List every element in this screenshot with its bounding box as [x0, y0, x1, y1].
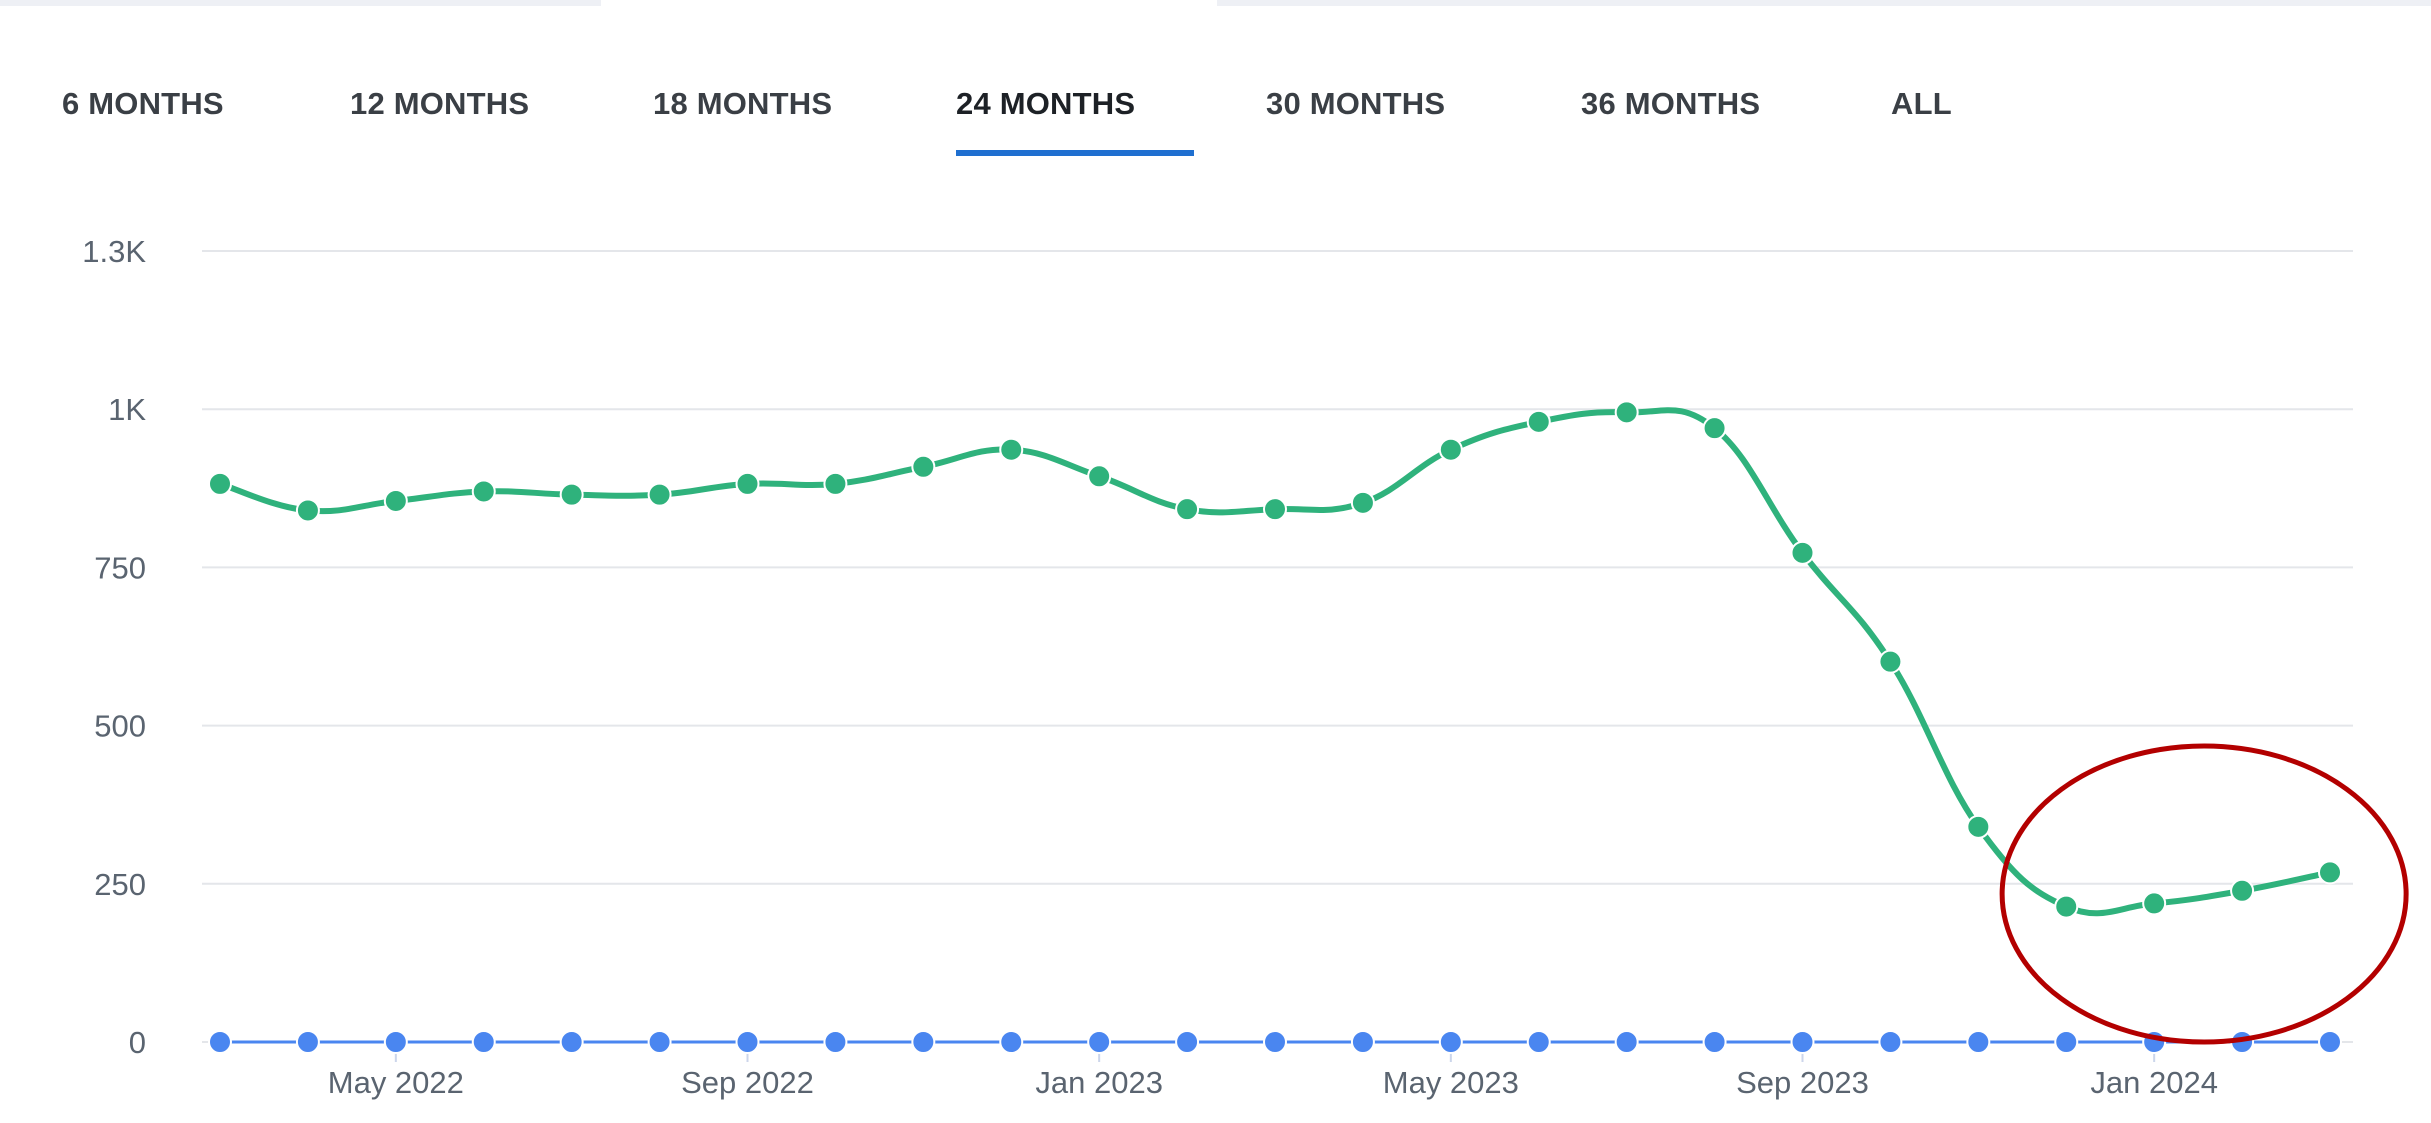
- data-point: [911, 1030, 936, 1054]
- data-point: [2318, 860, 2342, 885]
- x-tick-label: Sep 2022: [681, 1065, 814, 1100]
- data-point: [1438, 1030, 1463, 1054]
- data-point: [1350, 490, 1375, 515]
- data-point: [1878, 1030, 1903, 1054]
- data-point: [999, 437, 1024, 462]
- tab-12-months[interactable]: 12 MONTHS: [350, 86, 530, 121]
- data-point: [2318, 1030, 2342, 1054]
- data-point: [1526, 409, 1551, 434]
- data-point: [1790, 540, 1815, 565]
- y-tick-label: 1K: [108, 392, 146, 427]
- data-point: [2142, 891, 2167, 916]
- data-point: [911, 454, 936, 479]
- series-green: [208, 400, 2342, 919]
- data-point: [2230, 878, 2255, 903]
- tab-24-months[interactable]: 24 MONTHS: [956, 86, 1136, 121]
- data-point: [208, 471, 232, 496]
- data-point: [2054, 1030, 2079, 1054]
- y-tick-label: 750: [94, 550, 146, 585]
- active-tab-indicator: [956, 150, 1194, 156]
- tab-all[interactable]: ALL: [1891, 86, 1952, 121]
- data-point: [1966, 814, 1991, 839]
- data-point: [1087, 1030, 1112, 1054]
- series-blue: [208, 1030, 2342, 1054]
- data-point: [1966, 1030, 1991, 1054]
- data-point: [1614, 400, 1639, 425]
- data-point: [1175, 1030, 1200, 1054]
- data-point: [471, 479, 496, 504]
- data-point: [295, 498, 320, 523]
- data-point: [1263, 497, 1287, 522]
- top-band-left: [0, 0, 601, 6]
- data-point: [2054, 894, 2079, 919]
- data-point: [1526, 1030, 1551, 1054]
- data-point: [823, 1030, 848, 1054]
- data-point: [1350, 1030, 1375, 1054]
- tab-6-months[interactable]: 6 MONTHS: [62, 86, 224, 121]
- data-point: [559, 1030, 584, 1054]
- data-point: [1263, 1030, 1287, 1054]
- data-point: [1790, 1030, 1815, 1054]
- tab-36-months[interactable]: 36 MONTHS: [1581, 86, 1761, 121]
- y-tick-label: 1.3K: [82, 234, 146, 269]
- data-point: [999, 1030, 1024, 1054]
- x-tick-label: May 2023: [1383, 1065, 1519, 1100]
- data-point: [1175, 497, 1200, 522]
- top-band-right: [1217, 0, 2431, 6]
- data-point: [1702, 1030, 1727, 1054]
- data-point: [383, 1030, 408, 1054]
- data-point: [1087, 464, 1112, 489]
- x-tick-label: Jan 2024: [2090, 1065, 2218, 1100]
- tab-30-months[interactable]: 30 MONTHS: [1266, 86, 1446, 121]
- series-line: [217, 407, 2333, 917]
- annotation-ellipse: [1999, 743, 2409, 1045]
- data-point: [383, 488, 408, 513]
- data-point: [735, 1030, 760, 1054]
- data-point: [208, 1030, 232, 1054]
- x-tick-label: Jan 2023: [1035, 1065, 1163, 1100]
- data-point: [1702, 416, 1727, 441]
- tab-18-months[interactable]: 18 MONTHS: [653, 86, 833, 121]
- data-point: [735, 471, 760, 496]
- data-point: [823, 471, 848, 496]
- data-point: [1614, 1030, 1639, 1054]
- data-point: [559, 482, 584, 507]
- y-tick-label: 0: [129, 1025, 146, 1060]
- data-point: [647, 1030, 672, 1054]
- data-point: [647, 482, 672, 507]
- data-point: [1878, 649, 1903, 674]
- x-tick-label: May 2022: [328, 1065, 464, 1100]
- data-point: [471, 1030, 496, 1054]
- x-tick-label: Sep 2023: [1736, 1065, 1869, 1100]
- y-tick-label: 500: [94, 709, 146, 744]
- data-point: [1438, 437, 1463, 462]
- data-point: [295, 1030, 320, 1054]
- y-tick-label: 250: [94, 867, 146, 902]
